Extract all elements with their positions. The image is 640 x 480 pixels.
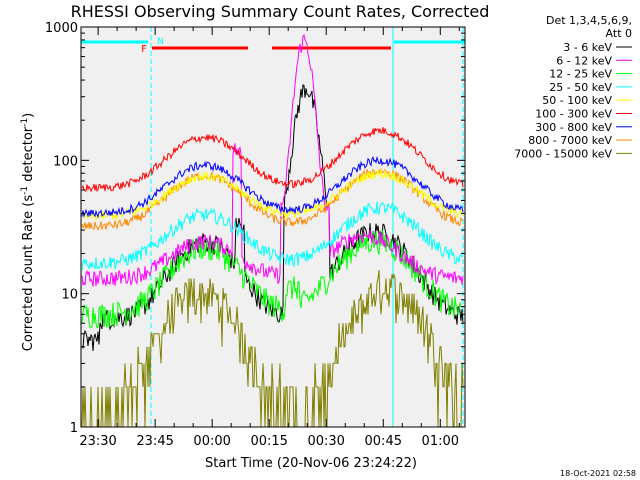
flag-label-night: N [157, 37, 164, 47]
series-line [81, 84, 464, 351]
y-tick-label: 100 [53, 154, 78, 169]
x-tick-label: 23:45 [136, 434, 173, 449]
series-line [81, 168, 464, 231]
legend-entry: 800 - 7000 keV [528, 134, 612, 147]
x-axis: 23:30 23:45 00:00 00:15 00:30 00:45 01:00 [79, 27, 460, 449]
flag-label-flare: F [141, 44, 147, 55]
legend-entry: 7000 - 15000 keV [514, 147, 612, 160]
series-line [81, 34, 464, 287]
legend-entry: 3 - 6 keV [563, 41, 612, 54]
x-tick-label: 00:30 [307, 434, 344, 449]
plot-frame [80, 26, 466, 428]
observing-flag-bars: NF [81, 27, 465, 427]
y-axis: 1 10 100 1000 [45, 21, 465, 436]
x-tick-label: 01:00 [422, 434, 459, 449]
series-line [81, 270, 464, 428]
x-tick-label: 00:00 [193, 434, 230, 449]
legend-entry: 100 - 300 keV [535, 108, 612, 121]
timestamp: 18-Oct-2021 02:58 [560, 469, 636, 478]
legend-header: Det 1,3,4,5,6,9, [546, 14, 632, 27]
x-tick-label: 00:45 [365, 434, 402, 449]
legend-entry: 300 - 800 keV [535, 121, 612, 134]
series-line [81, 201, 464, 271]
y-tick-label: 1 [70, 421, 78, 436]
legend-entry: 25 - 50 keV [549, 81, 612, 94]
x-axis-label: Start Time (20-Nov-06 23:24:22) [205, 456, 417, 471]
chart-title: RHESSI Observing Summary Count Rates, Co… [71, 2, 490, 21]
x-tick-label: 23:30 [79, 434, 116, 449]
series-line [81, 127, 464, 193]
y-tick-label: 1000 [45, 21, 78, 36]
series-lines [81, 34, 464, 428]
series-line [81, 169, 464, 221]
legend-entry: 6 - 12 keV [556, 54, 612, 67]
legend-header: Att 0 [606, 27, 632, 40]
x-tick-label: 00:15 [250, 434, 287, 449]
y-axis-label: Corrected Count Rate (s-1 detector-1) [20, 113, 36, 351]
y-tick-label: 10 [61, 288, 78, 303]
plot-area [81, 27, 465, 427]
legend-entry: 50 - 100 keV [542, 94, 612, 107]
series-line [81, 155, 464, 219]
legend-entry: 12 - 25 keV [549, 68, 612, 81]
